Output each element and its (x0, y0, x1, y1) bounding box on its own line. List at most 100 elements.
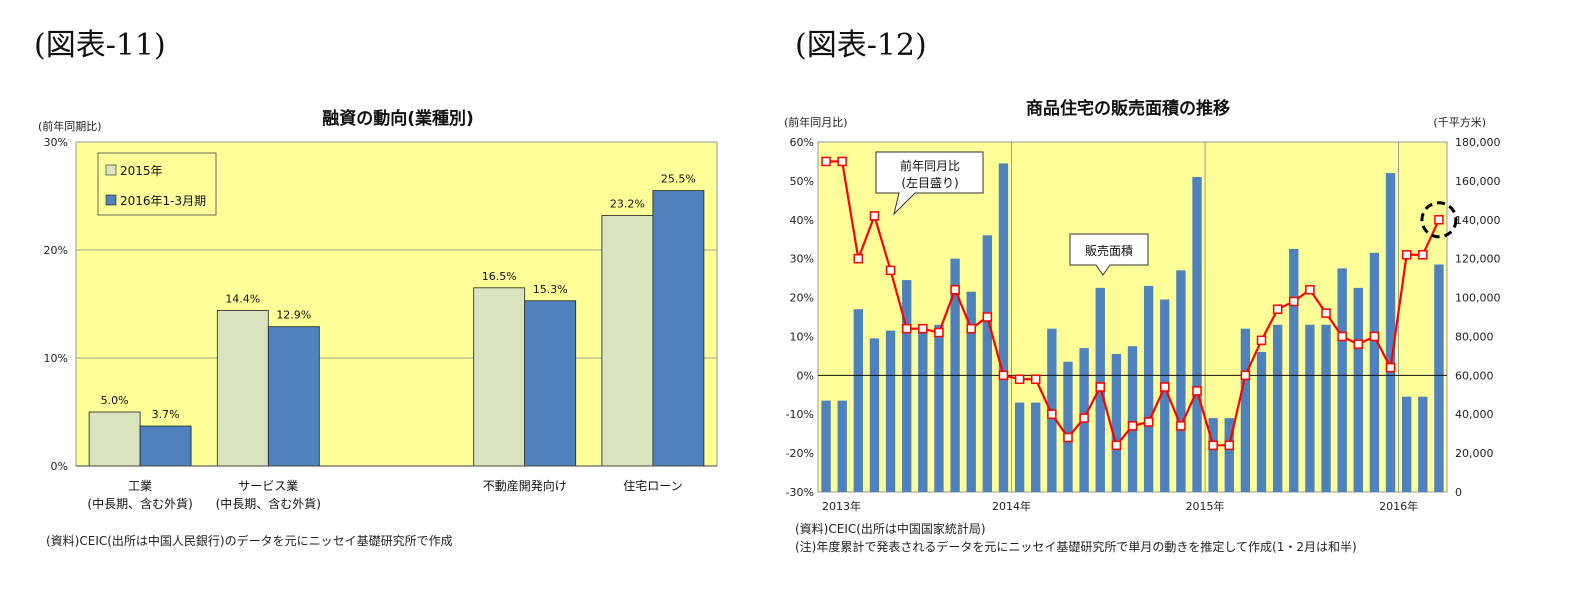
chart2-bar (902, 280, 912, 492)
chart1-legend-label: 2016年1-3月期 (120, 194, 206, 208)
chart2-bar (1418, 396, 1428, 492)
chart2-bar (1337, 268, 1347, 492)
chart2-bar (1385, 173, 1396, 492)
chart2-right-tick-label: 80,000 (1455, 330, 1494, 343)
chart2-line-marker (966, 323, 976, 334)
chart2-right-tick-label: 60,000 (1455, 369, 1494, 382)
chart2-bar (1256, 352, 1267, 492)
chart2-left-axis-label: (前年同月比) (784, 115, 848, 129)
chart2-bar (918, 328, 928, 492)
chart2-line-marker (1369, 331, 1380, 342)
chart2-bar (966, 291, 976, 492)
chart1-x-tick-label: サービス業 (238, 479, 298, 493)
chart1-data-label: 3.7% (152, 408, 180, 421)
chart2-line-marker (1143, 417, 1154, 427)
chart2-bar (1176, 270, 1186, 492)
chart2-bar (1014, 402, 1025, 492)
chart2-line-marker (1063, 432, 1073, 443)
chart2-bar (934, 324, 944, 492)
chart2-bar (998, 163, 1009, 492)
chart2-line-marker (982, 312, 993, 322)
chart2-line-marker (885, 265, 896, 276)
chart2-left-tick-label: 0% (797, 369, 814, 382)
chart2-bar (1321, 324, 1331, 492)
chart2-right-tick-label: 40,000 (1455, 408, 1494, 421)
chart2-line-marker (1030, 374, 1041, 384)
chart2-line-marker (934, 327, 944, 338)
chart1-bar (524, 300, 577, 467)
chart2-line-marker (1014, 374, 1025, 384)
chart2-right-tick-label: 100,000 (1455, 292, 1501, 305)
chart2-bar (885, 330, 896, 492)
chart2-bar (1208, 418, 1218, 492)
chart2-title: 商品住宅の販売面積の推移 (1026, 98, 1230, 119)
chart2-bar (1127, 346, 1138, 492)
chart2-bar (1369, 252, 1380, 492)
chart2-right-tick-label: 20,000 (1455, 447, 1494, 460)
chart2-bar-callout (1069, 233, 1149, 276)
chart2-left-tick-label: 20% (790, 292, 814, 305)
chart2-bar (1063, 361, 1073, 492)
chart2-line-marker (1111, 440, 1122, 451)
chart2-line-marker (1192, 386, 1202, 396)
chart2-left-tick-label: 60% (790, 136, 814, 149)
chart2-note: (注)年度累計で発表されるデータを元にニッセイ基礎研究所で単月の動きを推定して作… (795, 540, 1357, 554)
chart1-plot-area: 0% 10% 20% 30% 5.0% 3.7% 工業 (中長期、含む外貨) 14.4% 12.9… (44, 136, 718, 511)
chart2-line-marker (1240, 370, 1251, 381)
chart1-legend-swatch (105, 164, 117, 176)
chart2-bar (982, 235, 993, 493)
chart2-line-marker (1224, 440, 1235, 451)
housing-sales-area-chart: 商品住宅の販売面積の推移 (前年同月比) (千平方米) -30% -20% -10%… (784, 98, 1501, 513)
chart2-line-callout-text: 前年同月比 (900, 158, 960, 173)
chart2-line-marker (1353, 339, 1364, 349)
chart2-left-tick-label: -30% (786, 486, 814, 499)
chart2-bar (1031, 402, 1041, 492)
chart2-line-marker (869, 211, 880, 221)
chart2-right-tick-label: 0 (1455, 486, 1462, 499)
chart2-bar (1160, 299, 1170, 492)
chart2-x-tick-label: 2014年 (992, 499, 1031, 513)
chart1-bar (473, 287, 526, 467)
chart1-data-label: 12.9% (276, 309, 311, 322)
chart1-x-tick-label: 不動産開発向け (483, 478, 567, 493)
chart1-bar (139, 425, 192, 467)
chart1-bar (267, 326, 320, 467)
chart1-y-axis-label: (前年同期比) (38, 119, 102, 133)
chart2-line-marker (837, 156, 847, 167)
chart2-bar (1224, 418, 1234, 492)
chart2-line-marker (1337, 331, 1347, 342)
chart2-left-tick-label: 50% (790, 175, 814, 188)
chart1-bar (601, 215, 654, 467)
chart2-bar (1272, 324, 1283, 492)
chart1-y-tick-label: 30% (44, 136, 68, 149)
chart2-left-tick-label: -10% (786, 408, 814, 421)
chart2-line-marker (1256, 335, 1267, 346)
chart2-plot-area: -30% -20% -10% 0% 10% 20% 30% 40% 50% 60% 0 20,000 4… (786, 136, 1501, 513)
chart2-bar (1143, 285, 1154, 492)
chart1-title: 融資の動向(業種別) (322, 108, 474, 129)
chart2-source: (資料)CEIC(出所は中国国家統計局) (795, 522, 986, 536)
chart2-left-tick-label: 40% (790, 214, 814, 227)
chart2-line-callout-subtext: (左目盛り) (901, 175, 958, 190)
chart1-data-label: 5.0% (101, 394, 129, 407)
chart2-line-callout (875, 151, 984, 216)
chart2-bar (853, 309, 863, 492)
chart2-line-marker (1321, 308, 1331, 318)
chart1-x-tick-sublabel: (中長期、含む外貨) (87, 496, 192, 511)
chart2-line-marker (853, 253, 864, 264)
chart2-right-tick-label: 140,000 (1455, 214, 1501, 227)
chart2-line-marker (1047, 409, 1057, 419)
chart2-line-marker (1418, 250, 1428, 260)
chart1-bar (652, 190, 705, 467)
chart1-data-label: 25.5% (661, 173, 696, 186)
chart2-line-marker (950, 285, 960, 295)
chart2-line-marker (1176, 421, 1186, 431)
chart2-line-marker (1385, 362, 1396, 373)
chart1-legend: 2015年 2016年1-3月期 (97, 152, 217, 216)
loan-trend-chart: 融資の動向(業種別) (前年同期比) 0% 10% 20% 30% 5.0% 3.7% 工業… (38, 108, 718, 511)
chart1-y-tick-label: 10% (44, 352, 68, 365)
chart2-right-tick-label: 120,000 (1455, 253, 1501, 266)
chart1-data-label: 16.5% (482, 270, 517, 283)
chart1-bar (216, 310, 269, 467)
chart2-left-tick-label: 10% (790, 330, 814, 343)
